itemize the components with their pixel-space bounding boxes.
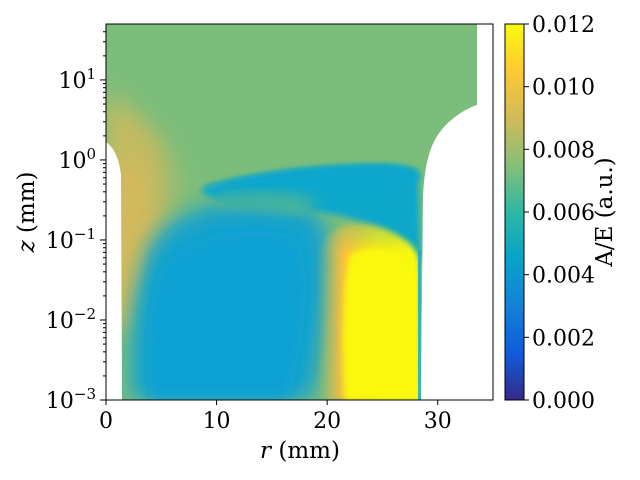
- colorbar-tick-label: 0.008: [532, 138, 595, 163]
- transition-wedge: [215, 191, 320, 215]
- y-axis-label: z (mm): [14, 171, 40, 253]
- y-axis: 10−3 10−2 10−1 100 101: [46, 31, 106, 414]
- band-under-boundary: [200, 165, 421, 265]
- x-tick-label: 10: [203, 409, 231, 434]
- x-axis: 0 10 20 30: [99, 400, 452, 434]
- outer-edge-strip: [418, 250, 421, 400]
- colorbar-tick-label: 0.012: [532, 13, 595, 38]
- colorbar-ticks: 0.000 0.002 0.004 0.006 0.008 0.010 0.012: [524, 13, 595, 414]
- colorbar-tick-label: 0.002: [532, 326, 595, 351]
- outer-cutout: [421, 24, 493, 400]
- colorbar-tick-label: 0.006: [532, 201, 595, 226]
- domain-mask: [106, 24, 493, 400]
- y-tick-label: 10−1: [46, 225, 96, 254]
- high-ridge-core: [343, 248, 418, 400]
- colorbar-tick-label: 0.004: [532, 264, 595, 289]
- x-axis-label: r (mm): [260, 438, 340, 464]
- x-tick-label: 30: [424, 409, 452, 434]
- colorbar-label: A/E (a.u.): [592, 157, 618, 268]
- inner-cutout: [106, 142, 122, 400]
- inner-warm-band-top: [106, 85, 170, 170]
- y-tick-label: 100: [58, 145, 96, 174]
- heatmap-field: [106, 24, 477, 400]
- colorbar-gradient: [504, 23, 525, 401]
- x-tick-label: 0: [99, 409, 113, 434]
- colorbar: 0.000 0.002 0.004 0.006 0.008 0.010 0.012 A/E …: [504, 13, 618, 414]
- central-low-core: [147, 231, 306, 400]
- colorbar-tick-label: 0.000: [532, 389, 595, 414]
- x-tick-label: 20: [313, 409, 341, 434]
- y-tick-label: 10−3: [46, 385, 96, 414]
- y-tick-label: 10−2: [46, 305, 96, 334]
- boundary-line-band: [205, 165, 420, 190]
- plot-frame: [105, 23, 494, 401]
- colorbar-tick-label: 0.010: [532, 76, 595, 101]
- y-tick-label: 101: [58, 65, 96, 94]
